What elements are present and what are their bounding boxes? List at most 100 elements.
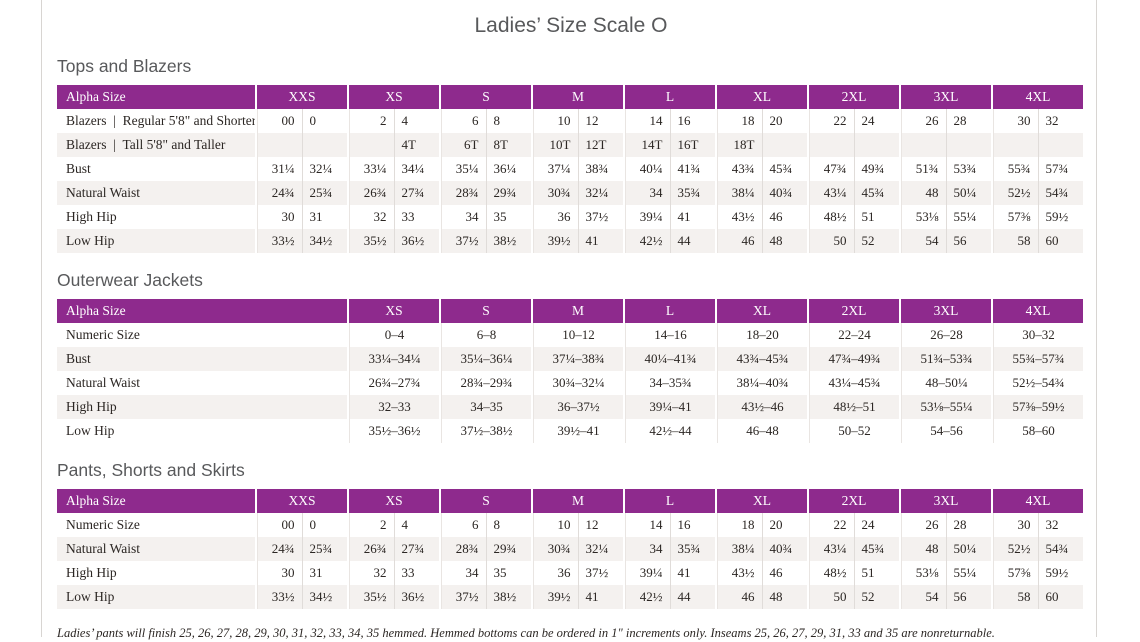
size-value: 12T <box>585 137 607 152</box>
size-value: 35 <box>493 565 507 580</box>
size-cell-group: 48 50¼ <box>901 181 991 205</box>
size-value: 43½ <box>718 561 763 585</box>
size-cell-group: 14 16 <box>625 109 715 133</box>
size-value: 35½ <box>350 585 395 609</box>
size-value: 36¼ <box>493 161 517 176</box>
size-column-header: XXS <box>257 489 347 513</box>
size-value: 30–32 <box>993 323 1083 347</box>
size-table: Alpha Size XXS XS S M L XL 2XL 3XL 4XL Blazers | R… <box>57 85 1085 253</box>
size-value: 2 <box>350 109 395 133</box>
size-cell-group: 00 0 <box>257 109 347 133</box>
section-heading: Outerwear Jackets <box>57 270 203 290</box>
size-column-header: XL <box>717 489 807 513</box>
size-cell-group: 58 60 <box>993 229 1083 253</box>
size-value: 55¼ <box>953 209 977 224</box>
size-value: 40¼–41¾ <box>625 347 715 371</box>
size-value: 12 <box>585 517 599 532</box>
size-cell-group: 26¾ 27¾ <box>349 537 439 561</box>
size-value: 54¾ <box>1045 185 1069 200</box>
size-cell-group: 10 12 <box>533 109 623 133</box>
size-value: 44 <box>677 233 691 248</box>
size-value: 36½ <box>401 233 425 248</box>
size-cell-group: 30 31 <box>257 205 347 229</box>
row-label: Numeric Size <box>66 327 140 342</box>
size-column-header: S <box>441 85 531 109</box>
size-value: 51 <box>861 565 875 580</box>
size-value: 57⅜–59½ <box>993 395 1083 419</box>
size-value: 49¾ <box>861 161 885 176</box>
table-header-row: Alpha Size XXS XS S M L XL 2XL 3XL 4XL <box>57 489 1085 513</box>
size-value: 48–50¼ <box>901 371 991 395</box>
size-cell-group: 32 33 <box>349 205 439 229</box>
size-column-header: S <box>441 299 531 323</box>
size-cell-group: 42½ 44 <box>625 229 715 253</box>
table-row: Numeric Size 0–4 6–8 10–12 14–16 18–20 22–24 26… <box>57 323 1085 347</box>
size-value: 48½ <box>810 205 855 229</box>
size-value: 0 <box>309 517 317 532</box>
size-value: 51 <box>861 209 875 224</box>
size-value: 14T <box>626 133 671 157</box>
size-value: 32 <box>1045 113 1059 128</box>
size-value: 43¼–45¾ <box>809 371 899 395</box>
size-value: 41¾ <box>677 161 701 176</box>
size-value: 6T <box>442 133 487 157</box>
row-label: Natural Waist <box>66 375 141 390</box>
size-value: 26 <box>902 513 947 537</box>
size-value: 24 <box>861 517 875 532</box>
size-value: 42½–44 <box>625 419 715 443</box>
table-row: Blazers | Regular 5'8" and Shorter 00 0 2 4 6… <box>57 109 1085 133</box>
size-cell-group: 52½ 54¾ <box>993 181 1083 205</box>
size-value: 34–35¾ <box>625 371 715 395</box>
size-cell-group: 43½ 46 <box>717 561 807 585</box>
size-column-header: 2XL <box>809 299 899 323</box>
size-value: 55¼ <box>953 565 977 580</box>
size-value: 30 <box>258 205 303 229</box>
size-cell-group: 53⅛ 55¼ <box>901 561 991 585</box>
size-cell-group: 18 20 <box>717 109 807 133</box>
size-value: 25¾ <box>309 541 333 556</box>
size-cell-group: 52½ 54¾ <box>993 537 1083 561</box>
size-value: 34 <box>442 205 487 229</box>
row-label: High Hip <box>57 395 347 419</box>
size-value: 43¼ <box>810 537 855 561</box>
size-value: 24¾ <box>258 181 303 205</box>
size-value: 35½ <box>350 229 395 253</box>
size-cell-group: 31¼ 32¼ <box>257 157 347 181</box>
size-column-header: L <box>625 489 715 513</box>
size-value: 60 <box>1045 233 1059 248</box>
page-right-edge <box>1096 0 1097 637</box>
size-value <box>350 133 395 157</box>
size-cell-group: 43½ 46 <box>717 205 807 229</box>
size-value: 47¾–49¾ <box>809 347 899 371</box>
size-value <box>303 133 348 157</box>
size-column-header: S <box>441 489 531 513</box>
size-value: 32 <box>350 561 395 585</box>
size-value: 53⅛ <box>902 205 947 229</box>
size-cell-group: 34 35¾ <box>625 537 715 561</box>
size-value: 37½ <box>442 585 487 609</box>
size-cell-group: 55¾ 57¾ <box>993 157 1083 181</box>
size-value: 16 <box>677 517 691 532</box>
size-column-header: XL <box>717 299 807 323</box>
size-value: 2 <box>350 513 395 537</box>
size-value: 0 <box>309 113 317 128</box>
size-cell-group: 39½ 41 <box>533 585 623 609</box>
size-value: 8 <box>493 517 501 532</box>
size-value: 35¼–36¼ <box>441 347 531 371</box>
row-label: Natural Waist <box>57 181 255 205</box>
size-value: 59½ <box>1045 565 1069 580</box>
size-value: 26¾ <box>350 537 395 561</box>
size-value: 55¾–57¾ <box>993 347 1083 371</box>
size-cell-group: 33½ 34½ <box>257 229 347 253</box>
size-cell-group: 35½ 36½ <box>349 229 439 253</box>
size-value: 4T <box>401 137 416 152</box>
size-value: 57⅜ <box>994 205 1039 229</box>
size-value: 30 <box>994 109 1039 133</box>
size-value: 31¼ <box>258 157 303 181</box>
size-column-header: XS <box>349 489 439 513</box>
size-value: 10 <box>534 109 579 133</box>
size-value: 32 <box>1045 517 1059 532</box>
size-value: 37½–38½ <box>441 419 531 443</box>
size-column-header: 3XL <box>901 85 991 109</box>
